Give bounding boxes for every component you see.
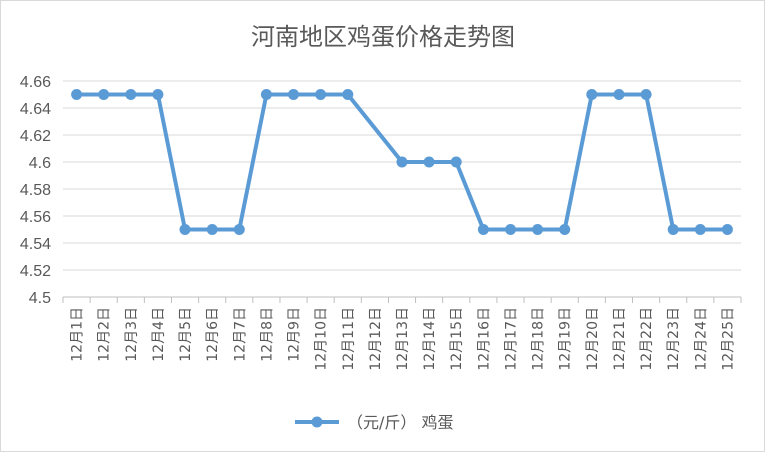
- chart-title: 河南地区鸡蛋价格走势图: [251, 23, 515, 51]
- x-tick-label: 12月15日: [449, 307, 465, 371]
- x-tick-label: 12月4日: [151, 307, 167, 362]
- data-point: [450, 156, 462, 168]
- series-group: [71, 89, 733, 235]
- x-tick-label: 12月10日: [314, 307, 330, 371]
- y-tick-label: 4.66: [20, 74, 51, 91]
- data-point: [206, 224, 218, 235]
- y-tick-label: 4.5: [29, 290, 51, 307]
- data-point: [315, 89, 327, 100]
- data-point: [505, 224, 516, 235]
- x-tick-label: 12月1日: [70, 307, 86, 362]
- x-tick-label: 12月21日: [612, 307, 628, 371]
- x-tick-label: 12月16日: [476, 307, 492, 371]
- data-point: [152, 89, 164, 100]
- legend: （元/斤） 鸡蛋: [295, 413, 453, 432]
- y-tick-label: 4.6: [29, 155, 51, 172]
- x-tick-label: 12月12日: [368, 307, 384, 371]
- data-point: [342, 89, 354, 100]
- data-point: [233, 224, 245, 235]
- x-tick-label: 12月5日: [178, 307, 194, 362]
- x-axis-ticks: 12月1日 12月2日 12月3日 12月4日 12月5日 12月6日 12月7日 12月8日…: [70, 307, 737, 371]
- data-point: [423, 156, 435, 168]
- y-tick-label: 4.64: [20, 101, 51, 118]
- y-tick-label: 4.52: [20, 263, 51, 280]
- legend-marker-swatch: [311, 416, 323, 428]
- data-point: [694, 224, 706, 235]
- x-tick-label: 12月9日: [287, 307, 303, 362]
- x-tick-label: 12月18日: [531, 307, 547, 371]
- data-point: [667, 224, 679, 235]
- x-tick-label: 12月22日: [639, 307, 655, 371]
- data-point: [260, 89, 272, 100]
- x-tick-label: 12月7日: [232, 307, 248, 362]
- data-point: [125, 89, 137, 100]
- x-tick-label: 12月11日: [341, 307, 357, 371]
- data-point: [71, 89, 83, 100]
- data-point: [532, 224, 544, 235]
- y-tick-label: 4.62: [20, 128, 51, 145]
- data-point: [613, 89, 625, 100]
- y-axis-ticks: 4.66 4.64 4.62 4.6 4.58 4.56 4.54 4.52 4.5: [20, 74, 51, 307]
- x-tick-label: 12月23日: [666, 307, 682, 371]
- data-point: [477, 224, 489, 235]
- x-tick-label: 12月8日: [259, 307, 275, 362]
- data-point: [559, 224, 571, 235]
- x-tick-label: 12月17日: [503, 307, 519, 371]
- x-tick-label: 12月6日: [205, 307, 221, 362]
- x-tick-label: 12月13日: [395, 307, 411, 371]
- data-point: [586, 89, 598, 100]
- y-tick-label: 4.56: [20, 209, 51, 226]
- x-tick-label: 12月20日: [585, 307, 601, 371]
- data-point: [179, 224, 191, 235]
- gridlines: [63, 80, 741, 271]
- data-point: [640, 89, 652, 100]
- x-axis: [62, 296, 742, 303]
- x-tick-label: 12月14日: [422, 307, 438, 371]
- data-point: [98, 89, 110, 100]
- data-point: [288, 89, 299, 100]
- x-tick-label: 12月24日: [693, 307, 709, 371]
- x-tick-label: 12月3日: [124, 307, 140, 362]
- data-point: [396, 156, 408, 168]
- x-tick-label: 12月25日: [720, 307, 736, 371]
- legend-series-label: （元/斤） 鸡蛋: [347, 413, 453, 432]
- y-tick-label: 4.58: [20, 182, 51, 199]
- y-tick-label: 4.54: [20, 236, 51, 253]
- x-tick-label: 12月2日: [97, 307, 113, 362]
- x-tick-label: 12月19日: [558, 307, 574, 371]
- data-point: [721, 224, 733, 235]
